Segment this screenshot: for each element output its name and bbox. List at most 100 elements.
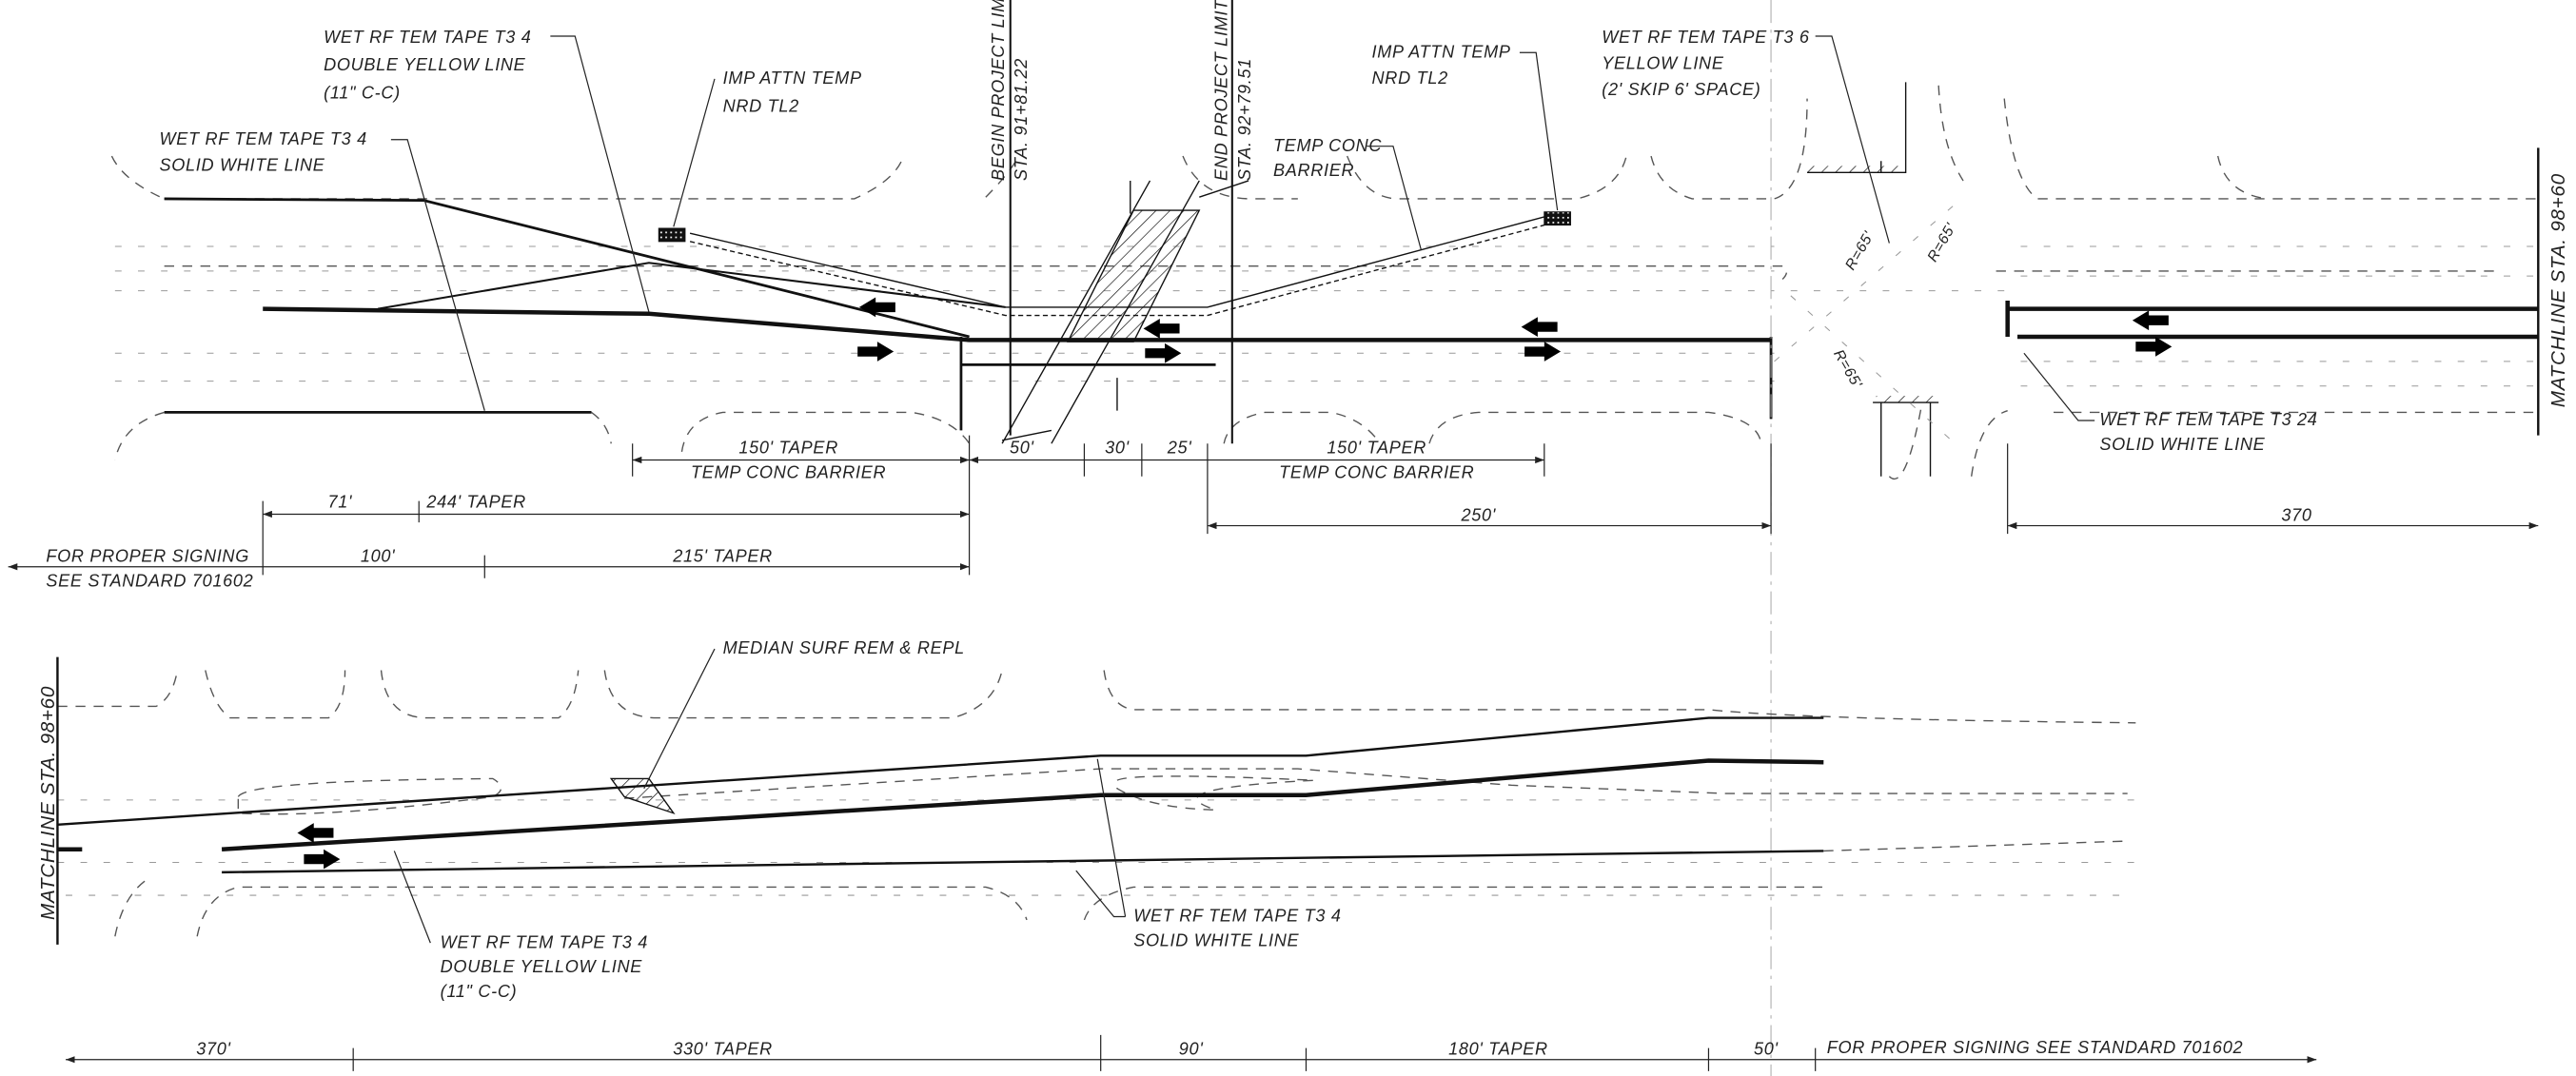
drawing-line: [1823, 840, 2128, 852]
dimension-label: 30': [1105, 439, 1130, 458]
top-road: [9, 0, 2540, 1076]
drawing-line: [2216, 155, 2268, 200]
drawing-line: [57, 716, 1824, 827]
dimension-label: 330' TAPER: [673, 1040, 773, 1059]
drawing-line: [1143, 318, 1180, 339]
dimension-label: 250': [1461, 505, 1496, 524]
drawing-line: [959, 336, 1773, 431]
drawing-line: [1774, 196, 1964, 444]
callout-text: SOLID WHITE LINE: [1133, 931, 1299, 950]
dimension-label: FOR PROPER SIGNING SEE STANDARD 701602: [1827, 1038, 2243, 1057]
callout-text: STA. 92+79.51: [1235, 58, 1254, 181]
drawing-line: [1521, 317, 1558, 337]
callout-text: WET RF TEM TAPE T3 24: [2099, 410, 2317, 429]
drawing-line: [1544, 211, 1571, 226]
drawing-line: [857, 342, 895, 362]
radius-label: R=65': [1842, 228, 1878, 273]
bottom-labels: MEDIAN SURF REM & REPL WET RF TEM TAPE T…: [37, 638, 2243, 1058]
drawing-line: [237, 777, 502, 815]
callout-text: MEDIAN SURF REM & REPL: [723, 638, 965, 657]
drawing-line: [1009, 0, 1233, 444]
dimension-label: 71': [328, 493, 353, 512]
drawing-line: [222, 850, 1824, 874]
drawing-line: [623, 768, 2128, 799]
dimension-label: SEE STANDARD 701602: [46, 571, 253, 590]
callout-text: TEMP CONC: [1273, 136, 1382, 155]
drawing-line: [304, 849, 341, 870]
callout-text: YELLOW LINE: [1602, 54, 1724, 73]
drawing-line: [2003, 98, 2539, 200]
drawing-line: [1428, 411, 1762, 444]
matchline-label: MATCHLINE STA. 98+60: [37, 686, 59, 920]
drawing-line: [110, 155, 165, 200]
drawing-line: [352, 1034, 1817, 1071]
dimension-label: FOR PROPER SIGNING: [46, 547, 249, 566]
dimension-label: 50': [1754, 1040, 1779, 1059]
drawing-line: [1145, 342, 1182, 363]
drawing-line: [114, 411, 612, 460]
drawing-line: [1223, 411, 1381, 444]
drawing-line: [658, 227, 686, 243]
dimension-label: 215' TAPER: [672, 547, 773, 566]
drawing-line: [164, 265, 1788, 281]
callout-text: IMP ATTN TEMP: [1372, 42, 1511, 61]
dimension-label: 180' TAPER: [1448, 1040, 1548, 1059]
top-labels: WET RF TEM TAPE T3 4 DOUBLE YELLOW LINE …: [46, 0, 2569, 590]
drawing-line: [114, 245, 2539, 387]
dimension-label: 150' TAPER: [1327, 439, 1426, 458]
dimension-label: 370: [2281, 505, 2311, 524]
dimension-label: 90': [1179, 1040, 1204, 1059]
radius-label: R=65': [1924, 220, 1959, 264]
drawing-line: [1937, 85, 1964, 182]
callout-text: BARRIER: [1273, 161, 1354, 180]
callout-text: NRD TL2: [723, 96, 799, 115]
drawing-line: [164, 155, 905, 200]
drawing-line: [377, 262, 1006, 310]
drawing-line: [680, 411, 971, 452]
drawing-line: [1347, 155, 1627, 200]
callout-text: DOUBLE YELLOW LINE: [441, 957, 643, 976]
drawing-line: [1067, 209, 1201, 342]
drawing-line: [985, 155, 1298, 200]
drawing-line: [1888, 401, 2008, 480]
callout-text: (11" C-C): [324, 84, 401, 103]
callout-text: (11" C-C): [441, 982, 518, 1001]
callout-text: DOUBLE YELLOW LINE: [324, 55, 526, 74]
drawing-line: [2135, 336, 2173, 357]
dimension-label: 370': [196, 1040, 230, 1059]
drawing-line: [609, 777, 676, 815]
callout-text: END PROJECT LIMITS: [1212, 0, 1231, 181]
dimension-label: 150' TAPER: [738, 439, 838, 458]
dimension-label: 50': [1010, 439, 1034, 458]
drawing-line: [57, 799, 2136, 896]
drawing-line: [262, 435, 2009, 578]
callout-text: WET RF TEM TAPE T3 6: [1602, 28, 1810, 47]
callout-text: SOLID WHITE LINE: [2099, 435, 2265, 454]
drawing-line: [689, 224, 1544, 317]
drawing-line: [57, 670, 2136, 724]
callout-text: NRD TL2: [1372, 68, 1448, 88]
drawing-line: [164, 197, 970, 339]
callout-text: BEGIN PROJECT LIMITS: [989, 0, 1008, 181]
dimension-label: 244' TAPER: [425, 493, 526, 512]
drawing-line: [1524, 342, 1562, 362]
callout-text: WET RF TEM TAPE T3 4: [159, 129, 366, 148]
drawing-line: [1116, 775, 1315, 811]
drawing-line: [2005, 300, 2539, 340]
bottom-road: [57, 648, 2316, 1071]
drawing-line: [297, 823, 334, 843]
drawing-line: [390, 35, 2095, 421]
callout-text: IMP ATTN TEMP: [723, 68, 862, 88]
drawing-line: [114, 878, 1824, 937]
callout-text: WET RF TEM TAPE T3 4: [1133, 907, 1341, 926]
callout-text: WET RF TEM TAPE T3 4: [324, 28, 531, 47]
callout-text: SOLID WHITE LINE: [159, 156, 324, 175]
callout-text: WET RF TEM TAPE T3 4: [441, 932, 648, 951]
drawing-line: [393, 648, 1127, 944]
drawing-line: [2132, 310, 2169, 331]
dimension-label: 25': [1167, 439, 1192, 458]
matchline-label: MATCHLINE STA. 98+60: [2547, 173, 2569, 407]
radius-label: R=65': [1830, 347, 1865, 392]
